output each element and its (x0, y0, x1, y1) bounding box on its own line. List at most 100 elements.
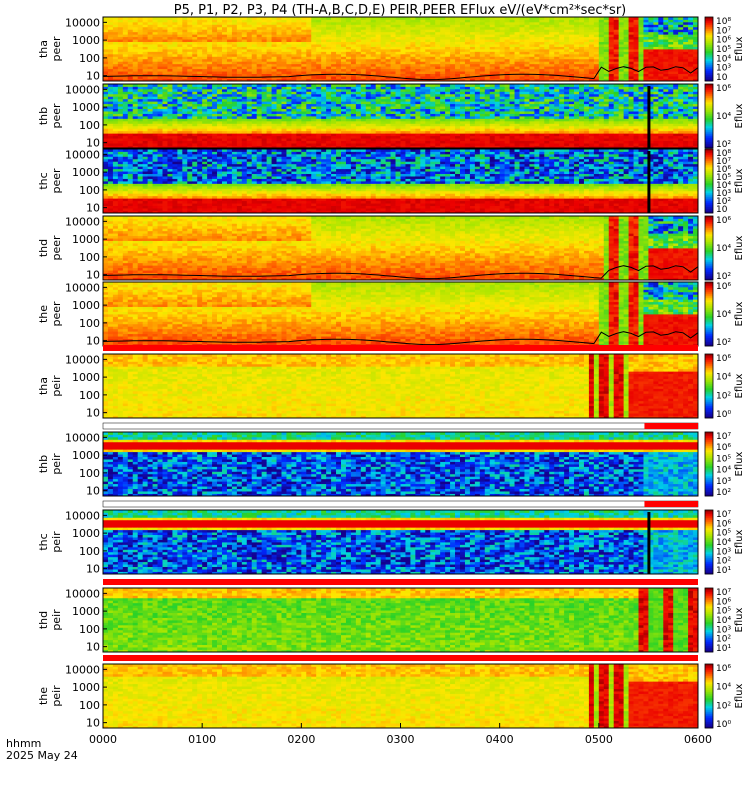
colorbar-cell (705, 308, 713, 310)
colorbar-cell (705, 608, 713, 610)
colorbar-cell (705, 189, 713, 191)
colorbar-cell (705, 236, 713, 238)
colorbar-cell (705, 312, 713, 314)
colorbar-cell (705, 310, 713, 312)
y-tick-label: 100 (79, 699, 100, 712)
colorbar-cell (705, 120, 713, 122)
x-tick-label: 0300 (387, 733, 415, 746)
y-tick-label: 10000 (65, 16, 100, 29)
colorbar-cell (705, 153, 713, 155)
colorbar-cell (705, 540, 713, 542)
colorbar-cell (705, 628, 713, 630)
colorbar-cell (705, 568, 713, 570)
colorbar-cell (705, 398, 713, 400)
colorbar-cell (705, 668, 713, 670)
colorbar-tick-label: 10³ (716, 625, 731, 635)
colorbar-cell (705, 338, 713, 340)
x-tick-label: 0200 (287, 733, 315, 746)
colorbar-cell (705, 564, 713, 566)
colorbar-label: Eflux (734, 36, 745, 61)
colorbar-cell (705, 142, 713, 144)
colorbar-cell (705, 342, 713, 344)
y-axis-label: peir (50, 453, 63, 475)
colorbar-cell (705, 326, 713, 328)
colorbar-cell (705, 448, 713, 450)
status-bar (103, 501, 698, 507)
y-axis-label: the (37, 687, 50, 705)
colorbar-cell (705, 368, 713, 370)
y-axis-label: peir (50, 375, 63, 397)
colorbar-cell (705, 562, 713, 564)
colorbar-cell (705, 472, 713, 474)
colorbar-cell (705, 260, 713, 262)
colorbar-cell (705, 716, 713, 718)
y-tick-label: 1000 (72, 371, 100, 384)
colorbar-cell (705, 262, 713, 264)
colorbar-cell (705, 616, 713, 618)
colorbar-label: Eflux (734, 373, 745, 398)
colorbar-cell (705, 276, 713, 278)
colorbar-cell (705, 322, 713, 324)
colorbar-cell (705, 646, 713, 648)
y-tick-label: 10000 (65, 353, 100, 366)
colorbar-cell (705, 542, 713, 544)
colorbar-cell (705, 704, 713, 706)
colorbar-cell (705, 138, 713, 140)
colorbar-cell (705, 536, 713, 538)
colorbar-label: Eflux (734, 235, 745, 260)
colorbar-cell (705, 638, 713, 640)
colorbar-cell (705, 682, 713, 684)
colorbar-cell (705, 412, 713, 414)
colorbar-label: Eflux (734, 168, 745, 193)
colorbar-cell (705, 696, 713, 698)
spectrogram-cells (103, 432, 698, 496)
colorbar-cell (705, 191, 713, 193)
colorbar-cell (705, 600, 713, 602)
colorbar-cell (705, 370, 713, 372)
colorbar-cell (705, 476, 713, 478)
colorbar-cell (705, 201, 713, 203)
colorbar-cell (705, 73, 713, 75)
colorbar-cell (705, 193, 713, 195)
colorbar-cell (705, 552, 713, 554)
y-axis-label: peir (50, 531, 63, 553)
colorbar-cell (705, 328, 713, 330)
colorbar-cell (705, 314, 713, 316)
colorbar-cell (705, 396, 713, 398)
colorbar-cell (705, 710, 713, 712)
y-axis-label: peer (50, 36, 63, 62)
colorbar-cell (705, 458, 713, 460)
colorbar-cell (705, 106, 713, 108)
y-tick-label: 1000 (72, 681, 100, 694)
colorbar-tick-label: 10⁶ (716, 519, 731, 529)
colorbar-cell (705, 706, 713, 708)
colorbar-cell (705, 57, 713, 59)
y-tick-label: 1000 (72, 605, 100, 618)
colorbar-cell (705, 238, 713, 240)
colorbar-cell (705, 610, 713, 612)
colorbar-tick-label: 10⁶ (716, 84, 731, 94)
y-axis-label: thd (37, 239, 50, 257)
x-tick-label: 0100 (188, 733, 216, 746)
colorbar-cell (705, 65, 713, 67)
colorbar-cell (705, 250, 713, 252)
data-gap-spike (647, 151, 650, 213)
colorbar-cell (705, 254, 713, 256)
colorbar-cell (705, 558, 713, 560)
colorbar-cell (705, 306, 713, 308)
colorbar-tick-label: 10² (716, 391, 731, 401)
colorbar-cell (705, 49, 713, 51)
colorbar-cell (705, 554, 713, 556)
colorbar-cell (705, 108, 713, 110)
colorbar-cell (705, 488, 713, 490)
colorbar-cell (705, 330, 713, 332)
colorbar-cell (705, 364, 713, 366)
y-tick-label: 100 (79, 467, 100, 480)
colorbar-tick-label: 10⁷ (716, 26, 731, 36)
colorbar-cell (705, 602, 713, 604)
colorbar-cell (705, 374, 713, 376)
colorbar-cell (705, 266, 713, 268)
